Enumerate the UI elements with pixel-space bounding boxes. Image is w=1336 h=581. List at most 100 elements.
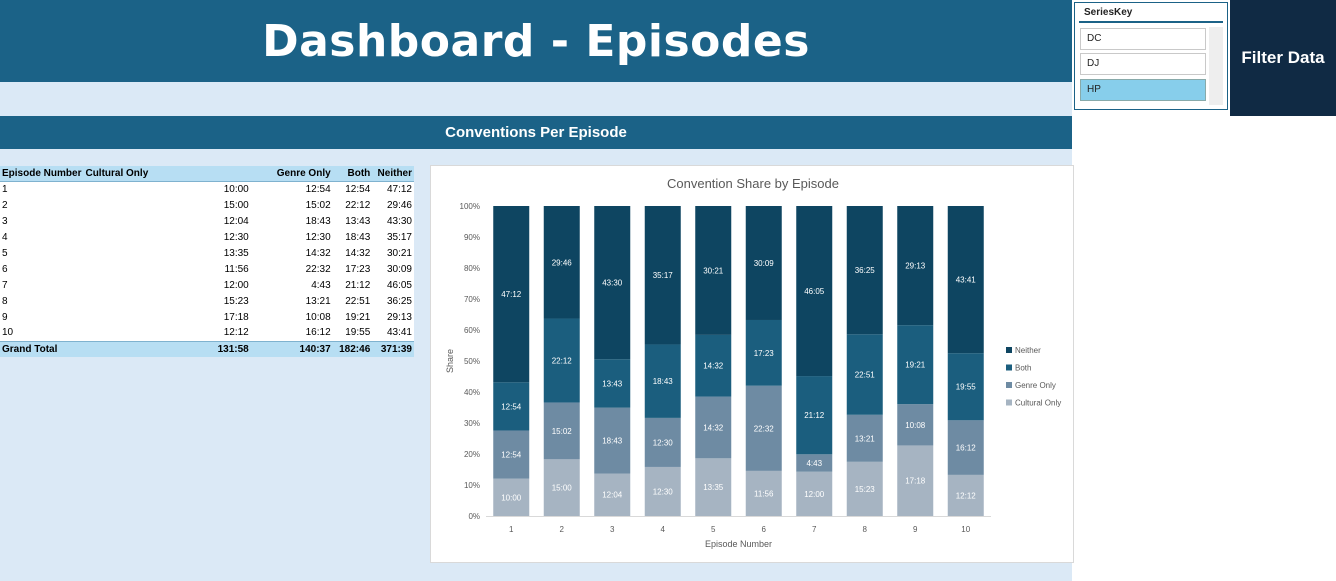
slicer-scrollbar[interactable]	[1209, 27, 1223, 105]
episode-number-cell: 5	[0, 245, 84, 261]
data-label: 12:04	[602, 491, 623, 500]
slicer-title: SeriesKey	[1079, 3, 1223, 23]
convention-share-chart: Convention Share by Episode 0% 10% 20% 30% 40…	[430, 165, 1074, 563]
data-label: 43:41	[956, 276, 977, 285]
bar-segment-cultural-only	[897, 445, 934, 516]
duration-cell: 22:32	[250, 261, 333, 277]
data-label: 22:12	[552, 356, 573, 365]
bar-segment-genre-only	[745, 385, 782, 471]
duration-cell: 21:12	[332, 277, 373, 293]
bar-segment-neither	[644, 206, 681, 345]
duration-cell: 29:46	[372, 197, 414, 213]
bar-segment-neither	[543, 206, 580, 319]
slicer-item-dc[interactable]: DC	[1080, 28, 1206, 50]
table-row: 2 15:00 15:02 22:12 29:46	[0, 197, 414, 213]
bar-segment-cultural-only	[695, 458, 732, 516]
data-label: 19:55	[956, 383, 977, 392]
table-row: 1 10:00 12:54 12:54 47:12	[0, 181, 414, 197]
data-label: 12:00	[804, 490, 825, 499]
bar-segment-genre-only	[947, 420, 984, 475]
slicer-item-dj[interactable]: DJ	[1080, 53, 1206, 75]
x-tick-label: 2	[560, 525, 565, 534]
duration-cell: 43:30	[372, 213, 414, 229]
duration-cell: 30:21	[372, 245, 414, 261]
duration-cell: 15:02	[250, 197, 333, 213]
data-label: 18:43	[653, 377, 674, 386]
y-axis-title: Share	[445, 349, 455, 373]
episode-number-cell: 9	[0, 309, 84, 325]
chart-title: Convention Share by Episode	[667, 176, 839, 191]
grand-total-cell: 371:39	[372, 340, 414, 357]
episode-number-cell: 8	[0, 293, 84, 309]
pivot-table: Episode Number Cultural Only Genre Only …	[0, 166, 414, 357]
duration-cell: 15:00	[83, 197, 251, 213]
duration-cell: 19:55	[332, 325, 373, 341]
data-label: 12:54	[501, 451, 522, 460]
data-label: 12:12	[956, 491, 977, 500]
legend-label: Cultural Only	[1015, 399, 1061, 408]
bar-segment-genre-only	[644, 417, 681, 467]
data-label: 19:21	[905, 361, 926, 370]
duration-cell: 14:32	[332, 245, 373, 261]
duration-cell: 30:09	[372, 261, 414, 277]
duration-cell: 29:13	[372, 309, 414, 325]
bar-segment-both	[897, 325, 934, 405]
episode-number-cell: 4	[0, 229, 84, 245]
bar-segment-neither	[695, 206, 732, 335]
duration-cell: 15:23	[83, 293, 251, 309]
data-label: 21:12	[804, 411, 825, 420]
x-tick-label: 7	[812, 525, 817, 534]
duration-cell: 46:05	[372, 277, 414, 293]
data-label: 10:08	[905, 421, 926, 430]
table-row: 7 12:00 4:43 21:12 46:05	[0, 277, 414, 293]
duration-cell: 11:56	[83, 261, 251, 277]
data-label: 15:00	[552, 484, 573, 493]
legend-label: Genre Only	[1015, 381, 1056, 390]
y-tick-label: 0%	[468, 512, 480, 521]
x-tick-label: 5	[711, 525, 716, 534]
bar-segment-cultural-only	[543, 459, 580, 516]
legend-swatch	[1006, 399, 1012, 406]
x-tick-label: 4	[661, 525, 666, 534]
x-tick-label: 6	[762, 525, 767, 534]
duration-cell: 12:00	[83, 277, 251, 293]
column-header[interactable]: Episode Number	[0, 166, 84, 182]
episode-number-cell: 10	[0, 325, 84, 341]
episode-number-cell: 1	[0, 181, 84, 197]
filter-data-button[interactable]: Filter Data	[1230, 0, 1336, 116]
data-label: 14:32	[703, 423, 724, 432]
data-label: 18:43	[602, 437, 623, 446]
bar-segment-genre-only	[796, 454, 833, 472]
data-label: 29:46	[552, 258, 573, 267]
bar-segment-neither	[947, 206, 984, 354]
data-label: 14:32	[703, 362, 724, 371]
bar-segment-both	[846, 334, 883, 415]
y-tick-label: 20%	[464, 450, 480, 459]
column-header: Cultural Only	[83, 166, 251, 182]
bar-segment-both	[745, 319, 782, 386]
legend-label: Both	[1015, 364, 1031, 373]
data-label: 4:43	[806, 459, 822, 468]
slicer-item-hp[interactable]: HP	[1080, 79, 1206, 101]
episode-number-cell: 6	[0, 261, 84, 277]
chart-canvas: Convention Share by Episode 0% 10% 20% 30% 40…	[445, 176, 1061, 549]
bar-segment-both	[695, 334, 732, 397]
bar-segment-neither	[493, 206, 530, 383]
filter-data-label: Filter Data	[1241, 48, 1325, 67]
bar-segment-genre-only	[594, 407, 631, 474]
y-tick-label: 30%	[464, 419, 480, 428]
bar-segment-both	[594, 359, 631, 408]
data-label: 29:13	[905, 262, 926, 271]
data-label: 46:05	[804, 287, 825, 296]
duration-cell: 19:21	[332, 309, 373, 325]
data-label: 43:30	[602, 279, 623, 288]
grand-total-cell: 182:46	[332, 340, 373, 357]
y-tick-label: 80%	[464, 264, 480, 273]
bar-segment-genre-only	[897, 404, 934, 446]
section-header: Conventions Per Episode	[0, 116, 1072, 149]
data-label: 11:56	[754, 489, 774, 498]
duration-cell: 17:23	[332, 261, 373, 277]
data-label: 16:12	[956, 444, 977, 453]
duration-cell: 18:43	[250, 213, 333, 229]
section-title: Conventions Per Episode	[445, 124, 627, 141]
